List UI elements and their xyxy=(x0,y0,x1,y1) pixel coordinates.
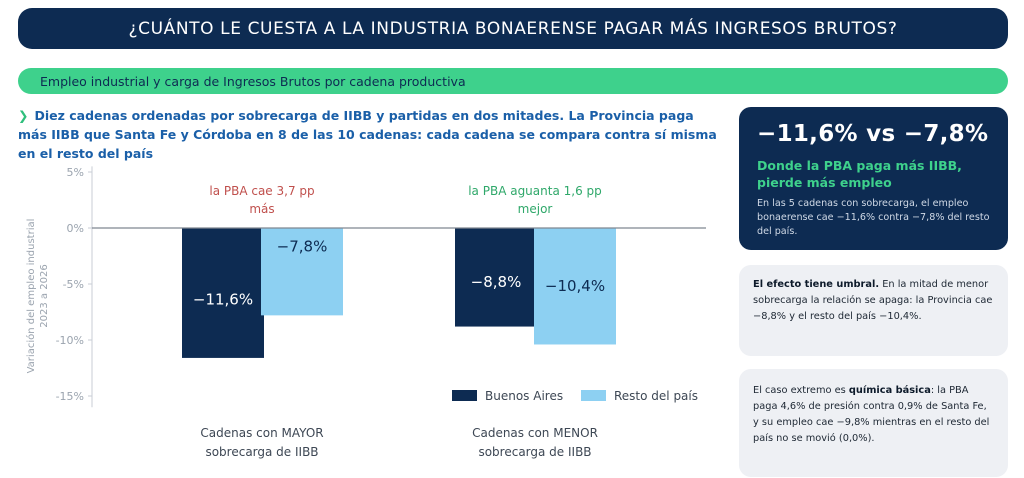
highlight-detail: En las 5 cadenas con sobrecarga, el empl… xyxy=(757,198,990,237)
bar-data-label: −11,6% xyxy=(193,290,253,308)
y-tick-label: 5% xyxy=(67,166,84,179)
section-title-bar: Empleo industrial y carga de Ingresos Br… xyxy=(18,68,1008,94)
highlight-card: −11,6% vs −7,8% Donde la PBA paga más II… xyxy=(739,107,1008,250)
page-title-banner: ¿CUÁNTO LE CUESTA A LA INDUSTRIA BONAERE… xyxy=(18,8,1008,49)
bar-resto-del-pais xyxy=(261,228,343,316)
x-category-label: Cadenas con MENOR xyxy=(472,426,598,440)
x-category-label: sobrecarga de IIBB xyxy=(205,445,318,459)
y-tick-label: -15% xyxy=(56,390,84,403)
bar-data-label: −8,8% xyxy=(471,273,522,291)
highlight-figure: −11,6% vs −7,8% xyxy=(757,121,989,147)
legend-label: Buenos Aires xyxy=(485,389,563,403)
legend-label: Resto del país xyxy=(614,389,698,403)
threshold-card: El efecto tiene umbral. En la mitad de m… xyxy=(739,265,1008,356)
threshold-card-text: En la mitad de menor sobrecarga la relac… xyxy=(753,279,993,322)
intro-text: Diez cadenas ordenadas por sobrecarga de… xyxy=(18,108,717,161)
intro-text-block: ❯ Diez cadenas ordenadas por sobrecarga d… xyxy=(18,106,723,163)
x-category-label: Cadenas con MAYOR xyxy=(200,426,323,440)
extreme-card-post: : la PBA paga 4,6% de presión contra 0,9… xyxy=(753,385,990,444)
bar-buenos-aires xyxy=(455,228,537,327)
x-category-label: sobrecarga de IIBB xyxy=(478,445,591,459)
y-axis-label: Variación del empleo industrial xyxy=(25,219,37,374)
bar-chart: 5% 0% -5% -10% -15% Variación del empleo indu… xyxy=(25,166,706,459)
bar-data-label: −10,4% xyxy=(545,277,605,295)
legend-swatch xyxy=(581,390,606,401)
bar-buenos-aires xyxy=(182,228,264,358)
y-tick-label: 0% xyxy=(67,222,84,235)
legend-swatch xyxy=(452,390,477,401)
group-annotation: la PBA cae 3,7 pp xyxy=(209,184,314,198)
y-tick-label: -10% xyxy=(56,334,84,347)
group-annotation: mejor xyxy=(518,202,553,216)
page-title: ¿CUÁNTO LE CUESTA A LA INDUSTRIA BONAERE… xyxy=(128,18,898,39)
extreme-case-card: El caso extremo es química básica: la PB… xyxy=(739,369,1008,477)
bar-resto-del-pais xyxy=(534,228,616,345)
extreme-card-bold: química básica xyxy=(848,385,931,396)
chevron-right-icon: ❯ xyxy=(18,108,29,123)
highlight-headline: Donde la PBA paga más IIBB, pierde más e… xyxy=(757,158,962,190)
y-axis-label: 2023 a 2026 xyxy=(39,264,50,327)
group-annotation: la PBA aguanta 1,6 pp xyxy=(468,184,602,198)
threshold-card-lead: El efecto tiene umbral. xyxy=(753,279,880,290)
extreme-card-pre: El caso extremo es xyxy=(753,385,849,396)
bar-data-label: −7,8% xyxy=(277,238,328,256)
group-annotation: más xyxy=(249,202,274,216)
y-tick-label: -5% xyxy=(63,278,84,291)
section-title: Empleo industrial y carga de Ingresos Br… xyxy=(40,73,466,89)
